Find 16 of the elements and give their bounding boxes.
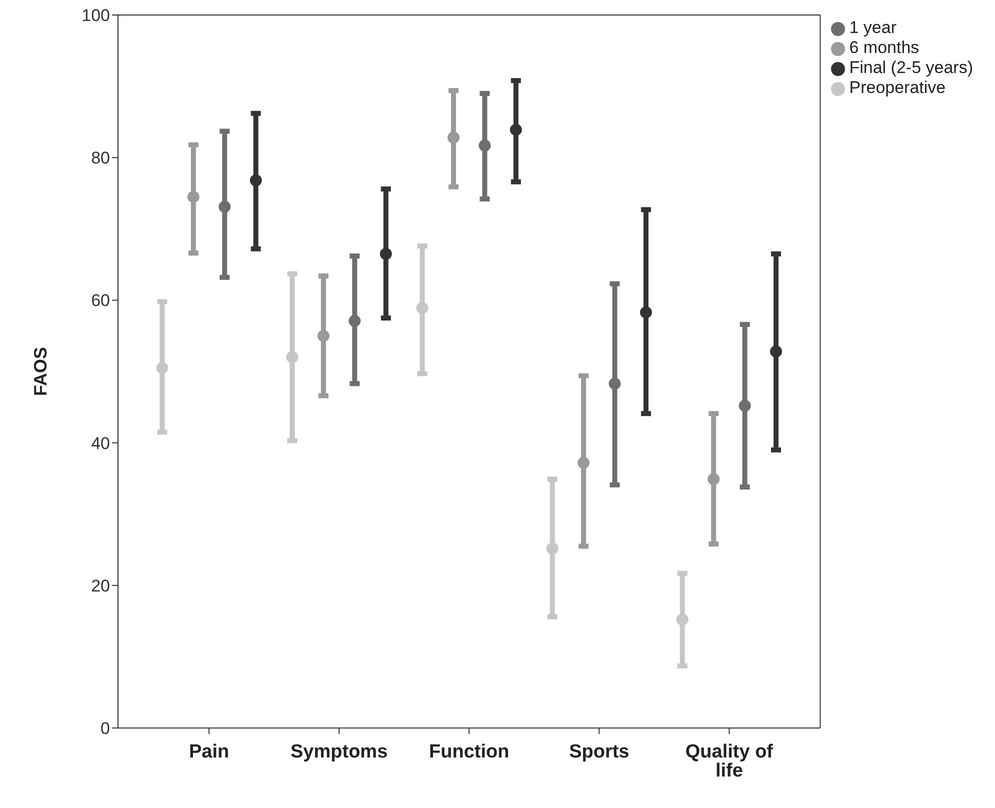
x-tick-label: Function (429, 741, 510, 762)
y-tick-label: 0 (100, 719, 110, 738)
legend-label: Final (2-5 years) (849, 58, 973, 77)
x-tick-label: Sports (569, 741, 630, 762)
legend-label: 1 year (849, 18, 896, 37)
y-tick-label: 40 (91, 434, 110, 453)
x-tick-label: Quality of life (685, 741, 774, 782)
x-tick-label: Symptoms (290, 741, 388, 762)
y-axis-title: FAOS (30, 346, 50, 396)
x-tick-label: Pain (188, 741, 230, 762)
legend-label: Preoperative (849, 78, 946, 97)
y-tick-label: 20 (91, 576, 110, 596)
legend-label: 6 months (849, 38, 920, 57)
y-tick-label: 60 (91, 291, 110, 310)
y-tick-label: 100 (82, 6, 110, 26)
y-tick-label: 80 (91, 148, 110, 168)
